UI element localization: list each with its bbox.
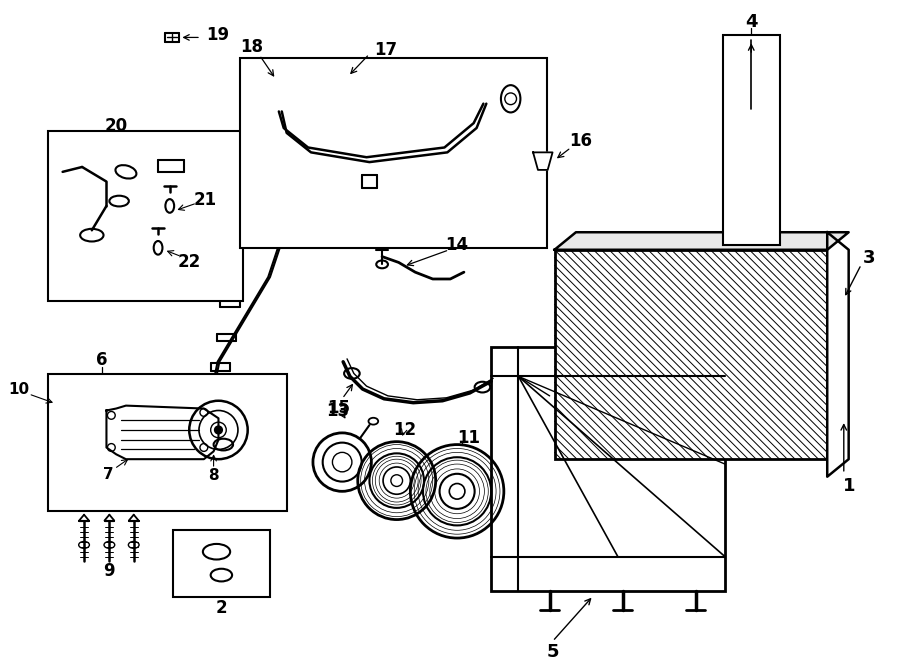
Polygon shape xyxy=(533,153,553,170)
Circle shape xyxy=(505,93,517,104)
Text: 7: 7 xyxy=(104,467,113,483)
Text: 4: 4 xyxy=(745,13,758,31)
Text: 8: 8 xyxy=(208,468,219,483)
Bar xyxy=(173,530,270,596)
Polygon shape xyxy=(827,232,849,477)
Text: 10: 10 xyxy=(8,381,30,397)
Circle shape xyxy=(214,426,222,434)
Text: 13: 13 xyxy=(326,403,349,420)
Text: 2: 2 xyxy=(216,600,227,617)
Bar xyxy=(48,131,243,301)
Text: 21: 21 xyxy=(194,191,216,209)
Bar xyxy=(554,250,827,459)
Text: 14: 14 xyxy=(446,236,469,254)
Text: 16: 16 xyxy=(570,132,592,149)
Text: 1: 1 xyxy=(843,477,856,496)
Polygon shape xyxy=(106,406,219,459)
Polygon shape xyxy=(554,232,849,250)
Text: 19: 19 xyxy=(206,26,230,44)
Bar xyxy=(723,36,779,245)
Text: 22: 22 xyxy=(177,253,201,272)
Text: 11: 11 xyxy=(457,429,481,447)
Bar xyxy=(554,250,827,459)
Bar xyxy=(48,374,286,511)
Text: 20: 20 xyxy=(104,117,128,135)
Text: 18: 18 xyxy=(240,38,263,56)
Text: 9: 9 xyxy=(104,563,115,580)
Bar xyxy=(240,58,546,248)
Text: 3: 3 xyxy=(863,249,876,266)
Text: 17: 17 xyxy=(374,41,398,59)
Text: 5: 5 xyxy=(546,643,559,661)
Text: 12: 12 xyxy=(393,421,416,439)
Text: 15: 15 xyxy=(327,399,350,416)
Bar xyxy=(491,347,725,591)
Text: 6: 6 xyxy=(95,351,107,369)
